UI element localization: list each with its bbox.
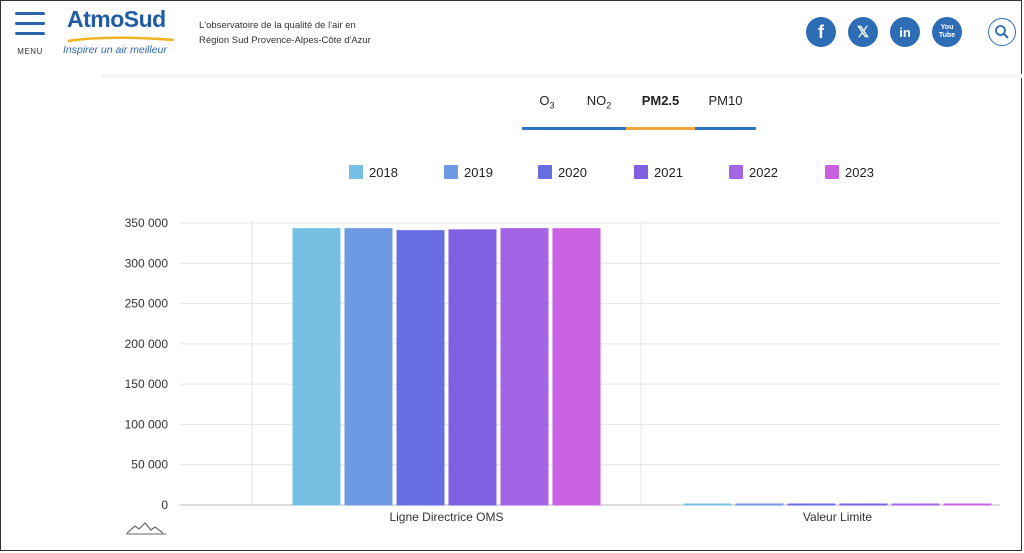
site-tagline: L'observatoire de la qualité de l'air en… <box>199 18 371 48</box>
y-tick-label: 0 <box>161 498 168 512</box>
y-tick-label: 150 000 <box>125 377 169 391</box>
linkedin-icon[interactable]: in <box>890 17 920 47</box>
legend-item-2021[interactable]: 2021 <box>634 164 683 180</box>
menu-label: MENU <box>17 47 43 56</box>
legend-label: 2021 <box>654 164 683 180</box>
tab-label: O <box>539 93 550 108</box>
y-tick-label: 50 000 <box>131 458 168 472</box>
tab-underline <box>572 127 626 130</box>
legend-item-2019[interactable]: 2019 <box>444 164 493 180</box>
x-category-label: Ligne Directrice OMS <box>389 510 503 524</box>
legend-item-2022[interactable]: 2022 <box>729 164 778 180</box>
menu-button[interactable]: MENU <box>14 11 46 57</box>
legend-label: 2023 <box>845 164 874 180</box>
legend-item-2018[interactable]: 2018 <box>349 164 398 180</box>
y-tick-label: 250 000 <box>125 297 169 311</box>
tab-o3[interactable]: O3 <box>522 86 572 130</box>
legend-swatch <box>825 165 839 179</box>
logo-tagline: Inspirer un air meilleur <box>63 44 167 56</box>
bar-2019[interactable] <box>735 503 784 506</box>
logo-name: AtmoSud <box>67 6 166 32</box>
legend-label: 2019 <box>464 164 493 180</box>
bar-2023[interactable] <box>943 503 992 506</box>
tab-label: PM2.5 <box>641 93 680 108</box>
legend-swatch <box>729 165 743 179</box>
hamburger-bar <box>15 32 45 35</box>
tab-no2[interactable]: NO2 <box>572 86 626 130</box>
atmosud-logo[interactable]: AtmoSud Inspirer un air meilleur <box>62 6 187 58</box>
hamburger-bar <box>15 22 45 25</box>
tab-underline <box>522 127 572 130</box>
legend-item-2020[interactable]: 2020 <box>538 164 587 180</box>
legend-swatch <box>538 165 552 179</box>
legend-swatch <box>444 165 458 179</box>
bar-2020[interactable] <box>396 230 445 506</box>
logo-swoosh-icon <box>67 36 175 43</box>
bar-2018[interactable] <box>292 228 341 506</box>
y-tick-label: 350 000 <box>125 216 169 230</box>
y-tick-label: 200 000 <box>125 337 169 351</box>
x-category-label: Valeur Limite <box>803 510 872 524</box>
chart-menu-icon[interactable] <box>125 520 167 536</box>
tagline-line-2: Région Sud Provence-Alpes-Côte d'Azur <box>199 35 371 46</box>
bar-2021[interactable] <box>839 503 888 506</box>
tab-subscript: 2 <box>606 100 612 111</box>
bar-2023[interactable] <box>552 228 601 506</box>
tab-label: PM10 <box>708 93 743 108</box>
tab-subscript: 3 <box>549 100 555 111</box>
legend-label: 2018 <box>369 164 398 180</box>
y-tick-label: 100 000 <box>125 417 169 431</box>
bar-2018[interactable] <box>683 503 732 506</box>
tab-underline <box>695 127 756 130</box>
legend-item-2023[interactable]: 2023 <box>825 164 874 180</box>
legend-swatch <box>349 165 363 179</box>
header-divider <box>102 74 1022 78</box>
y-tick-label: 300 000 <box>125 256 169 270</box>
bar-2022[interactable] <box>500 228 549 506</box>
bar-2021[interactable] <box>448 229 497 506</box>
tab-pm10[interactable]: PM10 <box>695 86 756 130</box>
tab-label: NO <box>586 93 607 108</box>
legend-label: 2022 <box>749 164 778 180</box>
legend-swatch <box>634 165 648 179</box>
tab-pm25[interactable]: PM2.5 <box>626 86 695 130</box>
bar-2022[interactable] <box>891 503 940 506</box>
search-icon <box>995 25 1009 39</box>
bar-2020[interactable] <box>787 503 836 506</box>
youtube-icon[interactable]: You Tube <box>932 17 962 47</box>
legend-label: 2020 <box>558 164 587 180</box>
hamburger-bar <box>15 12 45 15</box>
x-twitter-icon[interactable]: 𝕏 <box>848 17 878 47</box>
tagline-line-1: L'observatoire de la qualité de l'air en <box>199 20 356 31</box>
search-button[interactable] <box>988 18 1016 46</box>
facebook-icon[interactable]: f <box>806 17 836 47</box>
bar-2019[interactable] <box>344 228 393 506</box>
pollutant-tabs: O3 NO2 PM2.5 PM10 <box>522 86 756 130</box>
tab-underline-active <box>626 127 695 130</box>
